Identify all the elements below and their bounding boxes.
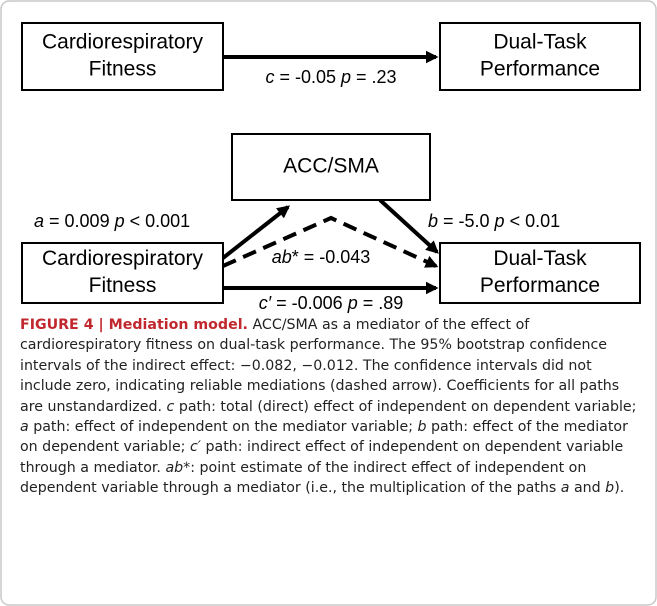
- caption-italic: c: [166, 398, 175, 415]
- label-italic: c: [265, 67, 274, 87]
- label-run: = -0.006: [271, 293, 348, 313]
- arrow-ab: [222, 215, 439, 268]
- caption-italic: a: [560, 480, 570, 497]
- label-italic: p: [114, 211, 125, 231]
- label-italic: c′: [259, 293, 272, 313]
- node-label: Cardiorespiratory: [42, 31, 204, 54]
- caption-text: and: [569, 480, 606, 497]
- label-run: = .23: [351, 67, 397, 87]
- label-run: < 0.01: [505, 211, 561, 231]
- node-label: Dual-Task: [493, 31, 587, 54]
- nodes: Cardiorespiratory Fitness Dual-Task Perform…: [21, 22, 641, 304]
- node-box: [439, 22, 641, 91]
- label-run: = -5.0: [438, 211, 495, 231]
- node-label: Dual-Task: [493, 247, 587, 270]
- caption-text: *: point estimate of the indirect effect…: [20, 459, 587, 497]
- node-label: Performance: [480, 58, 600, 81]
- label-italic: a: [34, 211, 44, 231]
- label-italic: b: [428, 211, 438, 231]
- edge-labels: c = -0.05 p = .23 a = 0.009 p < 0.001 b = …: [34, 67, 560, 313]
- caption-text: ACC/SMA as a mediator of the effect of c…: [20, 317, 620, 415]
- node-label: Cardiorespiratory: [42, 247, 204, 270]
- edge-label: b = -5.0 p < 0.01: [428, 211, 560, 231]
- caption-text: path: effect of the mediator on dependen…: [20, 419, 628, 456]
- label-run: * = -0.043: [292, 247, 371, 267]
- edge-label: c′ = -0.006 p = .89: [259, 293, 404, 313]
- arrow-b: [378, 198, 439, 254]
- arrows: [221, 50, 439, 295]
- arrow-a: [221, 205, 291, 260]
- caption-italic: a: [20, 419, 29, 436]
- label-run: = 0.009: [44, 211, 115, 231]
- caption-text: ).: [614, 480, 625, 497]
- label-italic: p: [347, 293, 358, 313]
- node-box: [231, 133, 431, 201]
- caption-heading: FIGURE 4 | Mediation model.: [20, 317, 248, 333]
- label-italic: ab: [272, 247, 292, 267]
- edge-label: c = -0.05 p = .23: [265, 67, 396, 87]
- node-box: [439, 242, 641, 304]
- node-label: Fitness: [89, 58, 157, 81]
- caption-italic: c′: [189, 439, 201, 456]
- edge-label: a = 0.009 p < 0.001: [34, 211, 190, 231]
- node-label: Performance: [480, 274, 600, 297]
- node-box: [21, 242, 224, 304]
- label-run: = -0.05: [274, 67, 341, 87]
- edge-label: ab* = -0.043: [272, 247, 371, 267]
- label-run: < 0.001: [125, 211, 191, 231]
- caption-text: path: indirect effect of independent on …: [20, 439, 624, 476]
- label-italic: p: [494, 211, 505, 231]
- label-run: = .89: [358, 293, 404, 313]
- node-label: Fitness: [89, 274, 157, 297]
- caption-italic: ab: [165, 459, 184, 476]
- caption-text: path: total (direct) effect of independe…: [174, 398, 637, 415]
- caption-text: path: effect of independent on the media…: [28, 419, 418, 436]
- caption-italic: b: [417, 419, 427, 436]
- node-box: [21, 22, 224, 91]
- label-italic: p: [340, 67, 351, 87]
- node-label: ACC/SMA: [283, 155, 379, 178]
- caption-italic: b: [605, 480, 615, 497]
- caption: FIGURE 4 | Mediation model. ACC/SMA as a…: [20, 315, 645, 499]
